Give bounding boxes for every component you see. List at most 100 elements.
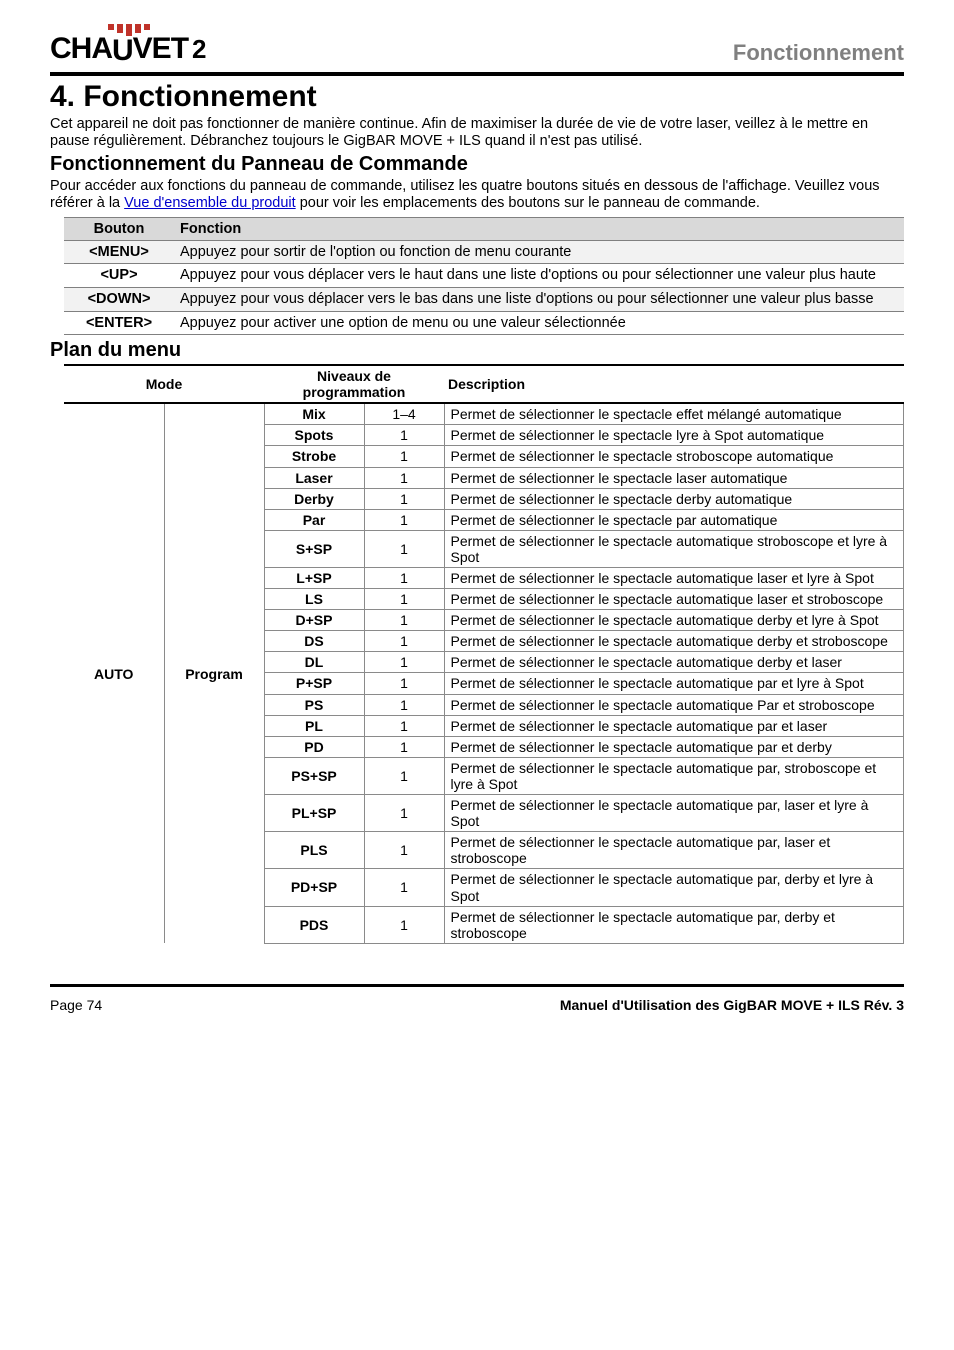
niveau2-cell: 1	[364, 488, 444, 509]
niveau2-cell: 1	[364, 589, 444, 610]
panel-intro: Pour accéder aux fonctions du panneau de…	[50, 178, 904, 213]
button-name-cell: <UP>	[64, 264, 174, 288]
niveau1-cell: DL	[264, 652, 364, 673]
th-mode: Mode	[64, 365, 264, 403]
niveau2-cell: 1	[364, 757, 444, 794]
niveau2-cell: 1	[364, 610, 444, 631]
niveau1-cell: D+SP	[264, 610, 364, 631]
button-function-table: Bouton Fonction <MENU>Appuyez pour sorti…	[64, 217, 904, 336]
logo-text: CHAUVET2	[50, 32, 207, 66]
th-button: Bouton	[64, 217, 174, 240]
niveau2-cell: 1	[364, 906, 444, 943]
button-name-cell: <DOWN>	[64, 287, 174, 311]
page-number: Page 74	[50, 997, 102, 1013]
mode-cell-program: Program	[164, 403, 264, 943]
niveau2-cell: 1	[364, 795, 444, 832]
th-niveaux: Niveaux de programmation	[264, 365, 444, 403]
description-cell: Permet de sélectionner le spectacle auto…	[444, 694, 904, 715]
niveau1-cell: PS+SP	[264, 757, 364, 794]
table-row: <ENTER>Appuyez pour activer une option d…	[64, 311, 904, 335]
niveau2-cell: 1–4	[364, 403, 444, 425]
niveau1-cell: P+SP	[264, 673, 364, 694]
button-function-cell: Appuyez pour vous déplacer vers le bas d…	[174, 287, 904, 311]
niveau1-cell: Mix	[264, 403, 364, 425]
niveau1-cell: LS	[264, 589, 364, 610]
product-overview-link[interactable]: Vue d'ensemble du produit	[124, 195, 296, 211]
manual-title: Manuel d'Utilisation des GigBAR MOVE + I…	[560, 997, 904, 1013]
niveau1-cell: PL+SP	[264, 795, 364, 832]
niveau2-cell: 1	[364, 530, 444, 567]
niveau2-cell: 1	[364, 446, 444, 467]
description-cell: Permet de sélectionner le spectacle auto…	[444, 631, 904, 652]
description-cell: Permet de sélectionner le spectacle auto…	[444, 832, 904, 869]
niveau2-cell: 1	[364, 694, 444, 715]
description-cell: Permet de sélectionner le spectacle auto…	[444, 610, 904, 631]
description-cell: Permet de sélectionner le spectacle auto…	[444, 530, 904, 567]
niveau2-cell: 1	[364, 869, 444, 906]
niveau1-cell: Par	[264, 509, 364, 530]
description-cell: Permet de sélectionner le spectacle effe…	[444, 403, 904, 425]
niveau1-cell: PDS	[264, 906, 364, 943]
description-cell: Permet de sélectionner le spectacle lyre…	[444, 425, 904, 446]
page-header: CHAUVET2 Fonctionnement	[50, 24, 904, 66]
panel-section-title: Fonctionnement du Panneau de Commande	[50, 153, 904, 176]
niveau2-cell: 1	[364, 673, 444, 694]
intro-paragraph: Cet appareil ne doit pas fonctionner de …	[50, 116, 904, 151]
plan-title: Plan du menu	[50, 339, 904, 362]
niveau1-cell: PD+SP	[264, 869, 364, 906]
niveau1-cell: Strobe	[264, 446, 364, 467]
niveau2-cell: 1	[364, 736, 444, 757]
button-function-cell: Appuyez pour vous déplacer vers le haut …	[174, 264, 904, 288]
niveau2-cell: 1	[364, 509, 444, 530]
niveau1-cell: Derby	[264, 488, 364, 509]
chapter-title: 4. Fonctionnement	[50, 80, 904, 114]
niveau1-cell: PLS	[264, 832, 364, 869]
niveau2-cell: 1	[364, 568, 444, 589]
description-cell: Permet de sélectionner le spectacle auto…	[444, 715, 904, 736]
description-cell: Permet de sélectionner le spectacle auto…	[444, 757, 904, 794]
button-name-cell: <ENTER>	[64, 311, 174, 335]
niveau2-cell: 1	[364, 715, 444, 736]
niveau2-cell: 1	[364, 652, 444, 673]
description-cell: Permet de sélectionner le spectacle lase…	[444, 467, 904, 488]
table-row: <DOWN>Appuyez pour vous déplacer vers le…	[64, 287, 904, 311]
niveau2-cell: 1	[364, 631, 444, 652]
description-cell: Permet de sélectionner le spectacle auto…	[444, 795, 904, 832]
description-cell: Permet de sélectionner le spectacle par …	[444, 509, 904, 530]
button-function-cell: Appuyez pour activer une option de menu …	[174, 311, 904, 335]
table-row: AUTOProgramMix1–4Permet de sélectionner …	[64, 403, 904, 425]
th-description: Description	[444, 365, 904, 403]
description-cell: Permet de sélectionner le spectacle auto…	[444, 736, 904, 757]
th-function: Fonction	[174, 217, 904, 240]
button-name-cell: <MENU>	[64, 240, 174, 264]
description-cell: Permet de sélectionner le spectacle stro…	[444, 446, 904, 467]
brand-logo: CHAUVET2	[50, 24, 207, 66]
description-cell: Permet de sélectionner le spectacle auto…	[444, 869, 904, 906]
niveau1-cell: DS	[264, 631, 364, 652]
description-cell: Permet de sélectionner le spectacle auto…	[444, 652, 904, 673]
description-cell: Permet de sélectionner le spectacle auto…	[444, 673, 904, 694]
description-cell: Permet de sélectionner le spectacle auto…	[444, 568, 904, 589]
table-row: <UP>Appuyez pour vous déplacer vers le h…	[64, 264, 904, 288]
niveau1-cell: L+SP	[264, 568, 364, 589]
description-cell: Permet de sélectionner le spectacle derb…	[444, 488, 904, 509]
menu-plan-table: Mode Niveaux de programmation Descriptio…	[64, 364, 904, 944]
niveau2-cell: 1	[364, 832, 444, 869]
description-cell: Permet de sélectionner le spectacle auto…	[444, 906, 904, 943]
table-row: <MENU>Appuyez pour sortir de l'option ou…	[64, 240, 904, 264]
niveau1-cell: PL	[264, 715, 364, 736]
niveau1-cell: PS	[264, 694, 364, 715]
niveau1-cell: Spots	[264, 425, 364, 446]
panel-intro-post: pour voir les emplacements des boutons s…	[296, 195, 760, 211]
niveau2-cell: 1	[364, 425, 444, 446]
description-cell: Permet de sélectionner le spectacle auto…	[444, 589, 904, 610]
niveau1-cell: S+SP	[264, 530, 364, 567]
niveau2-cell: 1	[364, 467, 444, 488]
page-footer: Page 74 Manuel d'Utilisation des GigBAR …	[50, 984, 904, 1013]
mode-cell-auto: AUTO	[64, 403, 164, 943]
niveau1-cell: Laser	[264, 467, 364, 488]
niveau1-cell: PD	[264, 736, 364, 757]
button-function-cell: Appuyez pour sortir de l'option ou fonct…	[174, 240, 904, 264]
header-section-title: Fonctionnement	[733, 40, 904, 66]
header-rule	[50, 72, 904, 76]
